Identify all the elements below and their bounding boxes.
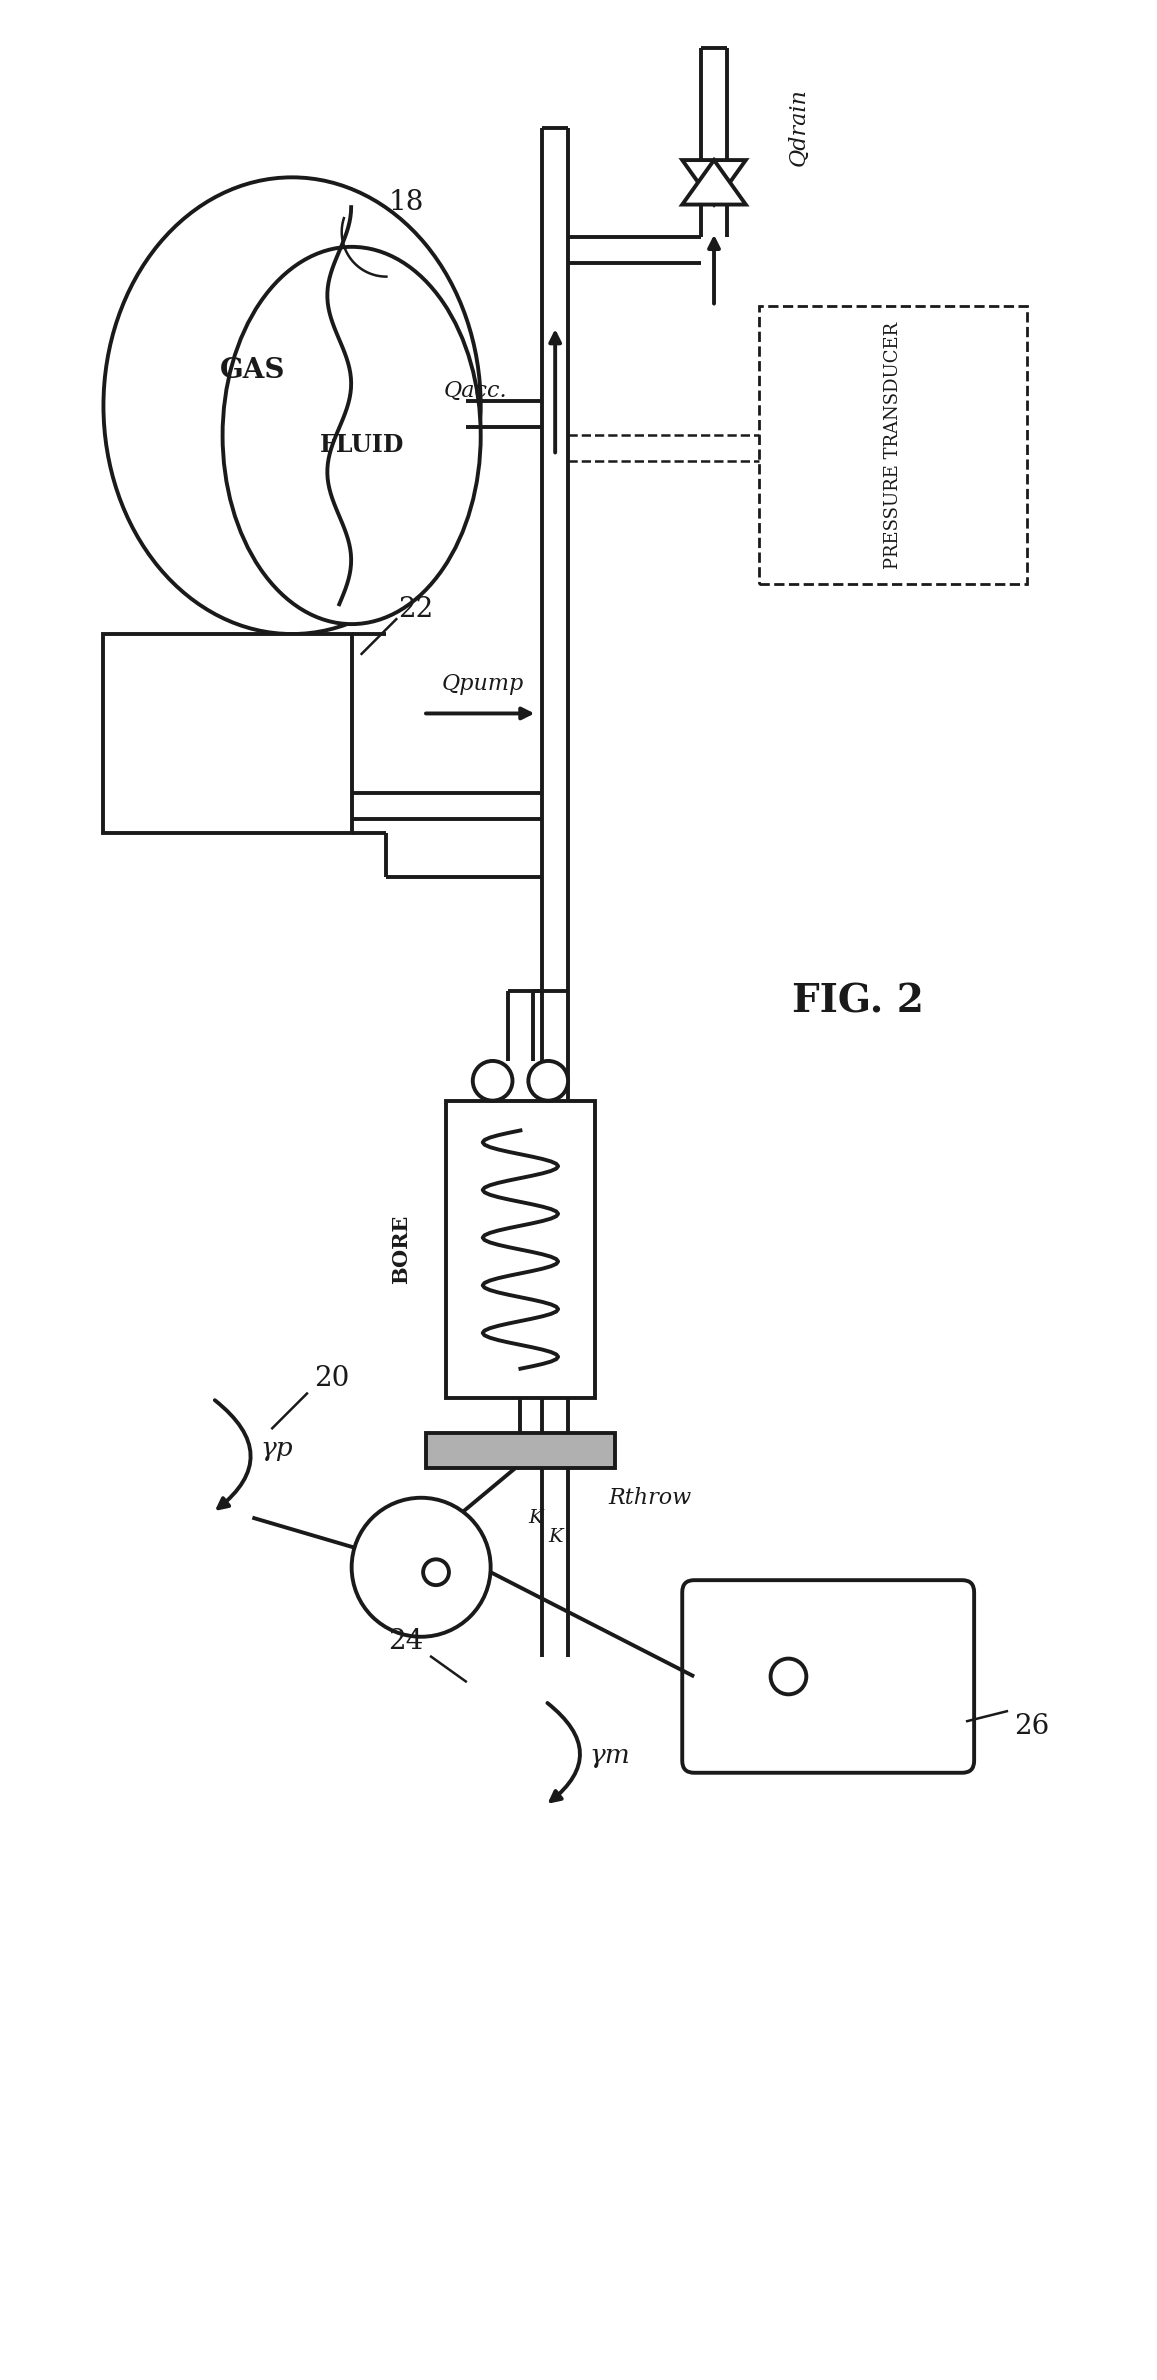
Text: BORE: BORE [391,1214,411,1285]
Text: Qacc.: Qacc. [444,381,508,402]
Bar [445,1100,595,1399]
Text: Qdrain: Qdrain [788,88,810,167]
Text: FLUID: FLUID [319,433,404,457]
Circle shape [529,1061,568,1100]
Text: 22: 22 [398,595,434,624]
Ellipse shape [222,248,480,624]
Text: FIG. 2: FIG. 2 [793,983,924,1021]
Text: 26: 26 [1014,1714,1049,1740]
Text: γm: γm [589,1745,631,1768]
Bar [426,1433,614,1468]
Text: 24: 24 [389,1628,423,1654]
Bar [103,633,352,833]
Text: γp: γp [260,1435,294,1461]
Text: 20: 20 [314,1366,349,1392]
Circle shape [352,1497,491,1637]
Text: Rthrow: Rthrow [607,1488,691,1509]
Text: GAS: GAS [220,357,285,386]
FancyBboxPatch shape [683,1580,974,1773]
Text: K: K [548,1528,562,1547]
Text: Qpump: Qpump [442,674,524,695]
Text: K: K [528,1509,543,1526]
Circle shape [771,1659,806,1695]
Circle shape [423,1559,449,1585]
Polygon shape [683,159,746,205]
Polygon shape [683,159,746,205]
Text: 18: 18 [389,188,423,217]
Ellipse shape [103,178,480,633]
Text: PRESSURE TRANSDUCER: PRESSURE TRANSDUCER [884,321,901,569]
Circle shape [473,1061,513,1100]
Bar [759,307,1026,585]
